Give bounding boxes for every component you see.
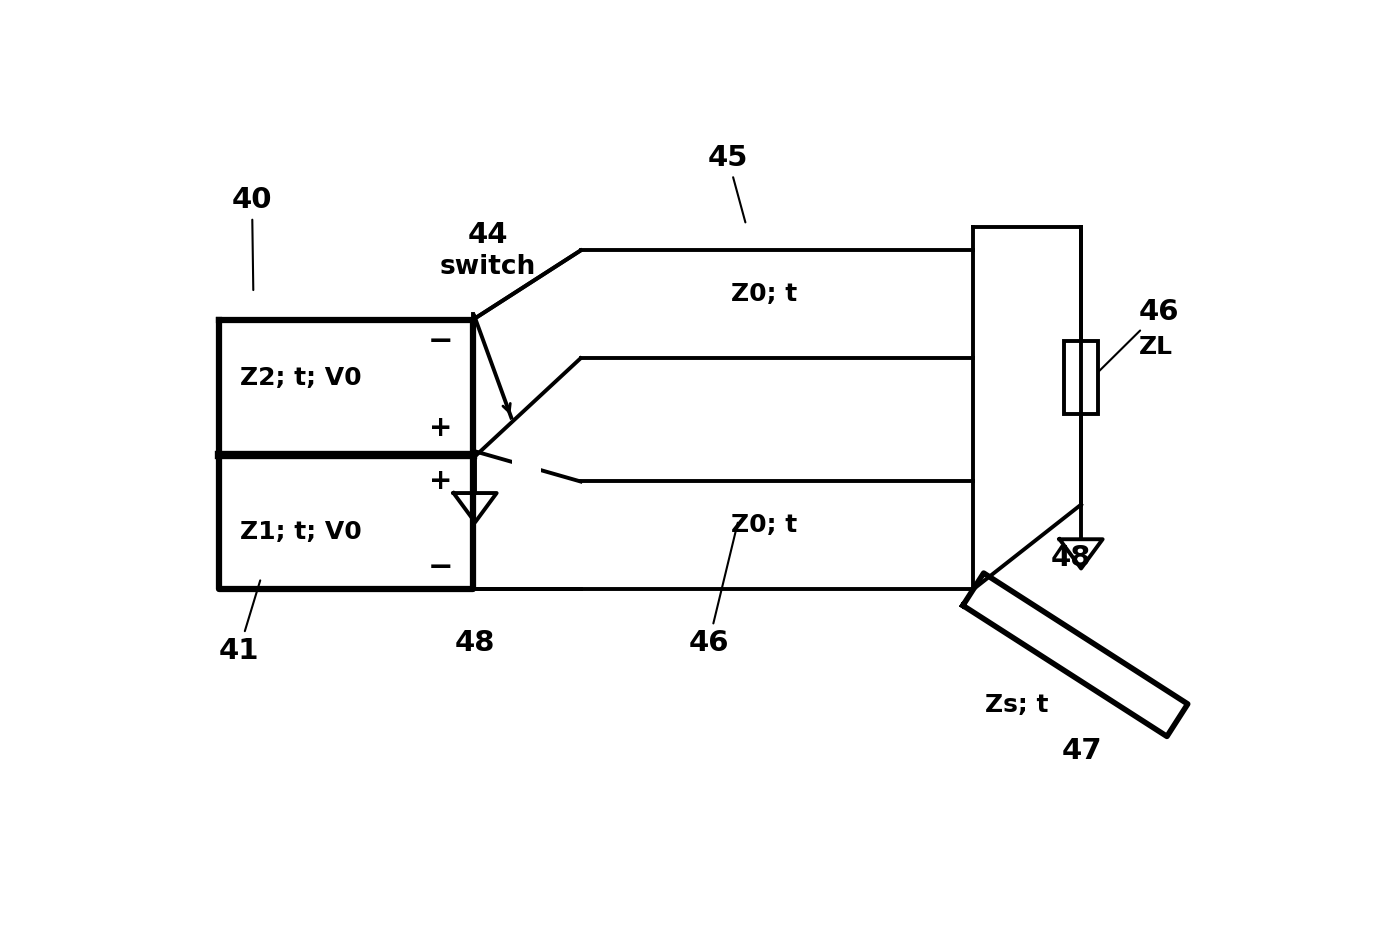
Text: Z1; t; V0: Z1; t; V0 <box>241 519 362 544</box>
Text: 45: 45 <box>708 144 748 222</box>
FancyBboxPatch shape <box>1064 341 1098 415</box>
Text: Z2; t; V0: Z2; t; V0 <box>241 366 362 390</box>
Text: +: + <box>429 414 452 442</box>
Text: 48: 48 <box>455 629 495 657</box>
Text: 46: 46 <box>1098 298 1180 371</box>
FancyBboxPatch shape <box>512 430 541 480</box>
Text: 44: 44 <box>467 220 509 249</box>
Text: 47: 47 <box>1062 737 1102 765</box>
Text: 41: 41 <box>219 581 260 665</box>
Text: 40: 40 <box>232 186 272 290</box>
Text: 46: 46 <box>689 522 737 657</box>
Text: −: − <box>427 327 454 356</box>
Text: 48: 48 <box>1050 544 1091 572</box>
Text: +: + <box>429 468 452 495</box>
Text: switch: switch <box>440 254 537 280</box>
Polygon shape <box>963 573 1188 736</box>
Text: Zs; t: Zs; t <box>985 694 1048 718</box>
Text: Z0; t: Z0; t <box>730 512 797 536</box>
Text: ZL: ZL <box>1138 335 1173 359</box>
Text: Z0; t: Z0; t <box>730 282 797 306</box>
Text: −: − <box>427 553 454 582</box>
